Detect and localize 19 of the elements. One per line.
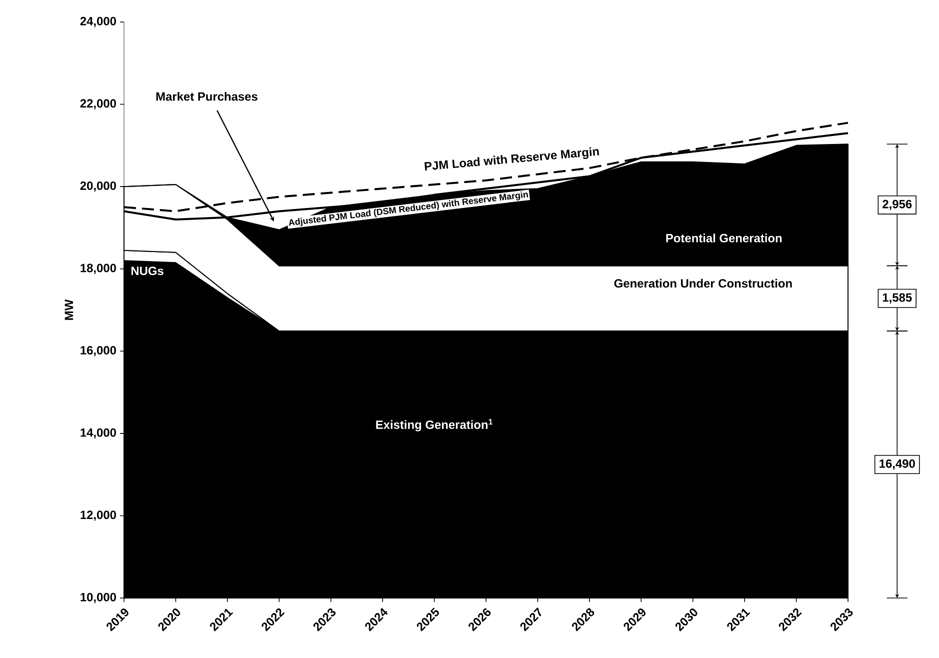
series-label: Potential Generation [666, 234, 782, 242]
y-tick-label: 12,000 [80, 510, 116, 521]
y-tick-label: 20,000 [80, 181, 116, 192]
series-label: PJM Load with Reserve Margin [424, 147, 600, 170]
text: 2,956 [882, 200, 912, 210]
series-label: NUGs [131, 266, 164, 276]
y-tick-label: 24,000 [80, 16, 116, 28]
text: 1,585 [882, 293, 912, 304]
text: 16,490 [880, 459, 915, 470]
text: Adjusted PJM Load (DSM Reduced) with Reserve Margin [288, 191, 528, 226]
series-label: Existing Generation$^{1}$ [376, 419, 492, 432]
y-axis-title: MW [64, 299, 74, 320]
y-tick-label: 18,000 [80, 264, 116, 274]
annotation: Market Purchases [156, 92, 258, 101]
y-tick-label: 10,000 [80, 592, 116, 604]
y-tick-label: 14,000 [80, 428, 116, 439]
y-tick-label: 16,000 [80, 346, 116, 356]
y-tick-label: 22,000 [80, 99, 116, 110]
series-label: Generation Under Construction [614, 278, 792, 288]
